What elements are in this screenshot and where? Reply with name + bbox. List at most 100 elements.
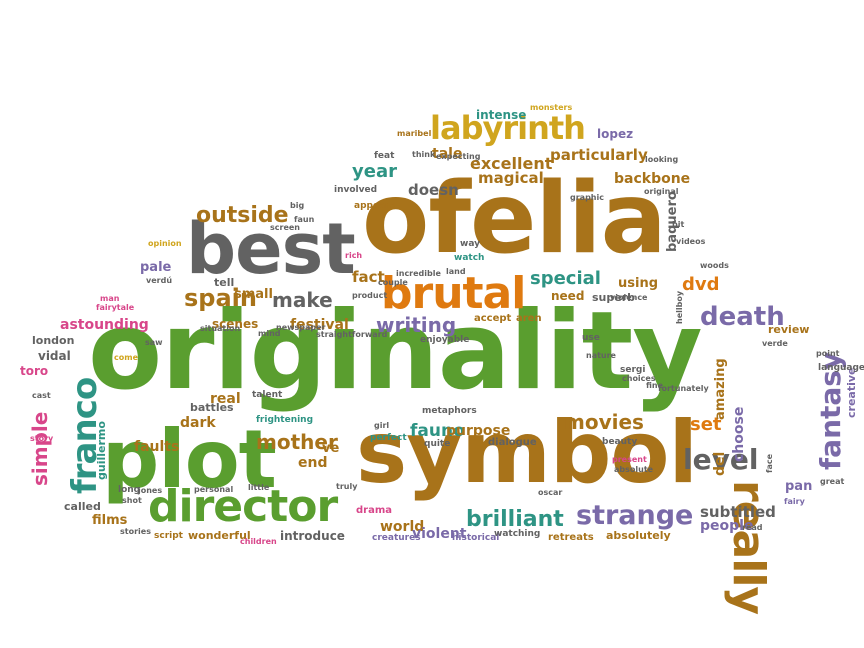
word-really: really xyxy=(723,480,774,615)
word-end: end xyxy=(298,455,328,471)
word-present: present xyxy=(612,455,647,464)
word-fortunately: fortunately xyxy=(658,384,709,393)
word-verde: verde xyxy=(762,339,788,348)
word-cast: cast xyxy=(32,391,51,400)
word-hellboy: hellboy xyxy=(675,290,684,324)
word-verd-: verdú xyxy=(146,276,173,285)
word-dark: dark xyxy=(180,415,216,431)
word-straightforward: straightforward xyxy=(316,330,388,339)
word-fine: fine xyxy=(646,381,664,390)
word-vidal: vidal xyxy=(38,349,71,363)
word-woods: woods xyxy=(700,261,729,270)
word-situation: situation xyxy=(200,324,241,333)
word-magical: magical xyxy=(478,169,544,187)
word-movies: movies xyxy=(564,410,644,434)
word-level: level xyxy=(683,443,759,476)
word-excellent: excellent xyxy=(470,154,553,173)
word-tell: tell xyxy=(214,276,235,289)
word-appears: appears xyxy=(354,201,395,211)
word-great: great xyxy=(820,477,845,486)
word-absolute: absolute xyxy=(614,465,654,474)
word-astounding: astounding xyxy=(60,317,149,333)
word-battles: battles xyxy=(190,401,234,414)
word-incredible: incredible xyxy=(396,269,441,278)
word-make: make xyxy=(272,288,333,312)
word-backbone: backbone xyxy=(614,171,691,187)
word-fact: fact xyxy=(352,268,385,286)
word-expecting: expecting xyxy=(436,152,481,161)
word-personal: personal xyxy=(194,485,234,494)
word-jones: jones xyxy=(138,486,163,495)
word-faun: faun xyxy=(294,215,315,224)
word-review: review xyxy=(768,323,810,336)
word-involved: involved xyxy=(334,185,378,195)
word-perfect: perfect xyxy=(370,433,407,443)
word-toro: toro xyxy=(20,364,49,378)
word-purpose: purpose xyxy=(446,423,511,439)
word-london: london xyxy=(32,334,75,347)
word-maribel: maribel xyxy=(397,129,432,138)
word-looking: looking xyxy=(645,155,679,164)
word-del: del xyxy=(712,451,728,476)
word-amazing: amazing xyxy=(713,358,728,420)
word-violent: violent xyxy=(412,526,467,542)
word-beauty: beauty xyxy=(602,437,638,447)
word-bit: bit xyxy=(672,220,685,229)
word-tale: tale xyxy=(432,146,463,162)
word-scenes: scenes xyxy=(212,317,259,331)
word-introduce: introduce xyxy=(280,529,345,543)
word-monsters: monsters xyxy=(530,103,573,112)
word-come: come xyxy=(114,353,138,362)
word-director: director xyxy=(148,481,338,532)
word-stories: stories xyxy=(120,527,151,536)
word-screen: screen xyxy=(270,223,300,232)
word-man: man xyxy=(100,294,120,303)
word-ofelia: ofelia xyxy=(362,162,667,276)
word-original: original xyxy=(644,187,679,196)
word-festival: festival xyxy=(290,317,349,333)
word-little: little xyxy=(248,483,270,492)
word-oscar: oscar xyxy=(538,488,563,497)
word-use: use xyxy=(582,333,600,343)
word-violence: violence xyxy=(610,293,648,302)
word-ve: ve xyxy=(322,441,340,456)
word-pale: pale xyxy=(140,260,172,275)
word-mind: mind xyxy=(258,329,281,338)
word-truly: truly xyxy=(336,482,358,491)
word-way: way xyxy=(460,239,480,249)
word-intense: intense xyxy=(476,108,527,122)
word-rich: rich xyxy=(345,251,363,260)
word-need: need xyxy=(551,289,585,303)
word-subtitled: subtitled xyxy=(700,503,776,521)
word-using: using xyxy=(618,276,659,291)
word-accept: accept xyxy=(474,313,512,324)
word-writing: writing xyxy=(376,313,457,337)
word-people: people xyxy=(700,518,754,534)
word-land: land xyxy=(446,267,466,276)
word-faults: faults xyxy=(134,439,180,455)
word-doesn: doesn xyxy=(408,181,459,199)
word-creatures: creatures xyxy=(372,533,421,543)
word-symbol: symbol xyxy=(356,403,698,503)
word-couple: couple xyxy=(378,278,408,287)
word-plot: plot xyxy=(102,413,277,506)
word-outside: outside xyxy=(196,203,289,228)
word-frightening: frightening xyxy=(256,415,314,425)
word-guillermo: guillermo xyxy=(95,421,108,480)
word-saw: saw xyxy=(145,338,163,347)
word-called: called xyxy=(64,500,101,513)
word-labyrinth: labyrinth xyxy=(430,109,586,147)
word-historical: historical xyxy=(452,533,500,543)
word-dialogue: dialogue xyxy=(488,437,537,448)
word-sergi: sergi xyxy=(620,365,646,375)
word-story: story xyxy=(30,434,54,443)
word-superb: superb xyxy=(592,291,636,304)
word-point: point xyxy=(816,349,840,358)
word-set: set xyxy=(690,414,722,435)
word-dvd: dvd xyxy=(682,274,720,295)
word-feat: feat xyxy=(374,151,395,161)
word-face: face xyxy=(765,453,774,473)
word-simple: simple xyxy=(28,411,52,486)
word-read: read xyxy=(742,523,763,532)
word-pan: pan xyxy=(785,479,813,494)
